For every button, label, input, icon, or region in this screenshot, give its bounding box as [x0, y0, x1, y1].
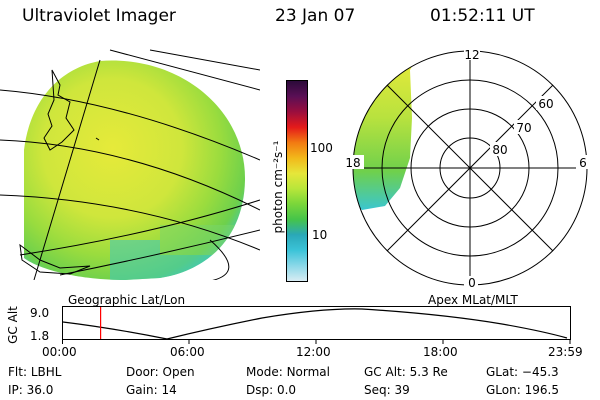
polar-plot: 12 18 6 0 60 70 80 — [342, 48, 590, 288]
gc-alt-field: GC Alt: 5.3 Re — [364, 365, 448, 379]
mlt-label-6: 6 — [579, 156, 587, 170]
auroral-oval — [353, 56, 416, 210]
glat-field: GLat: −45.3 — [486, 365, 559, 379]
colorbar-tick-10: 10 — [312, 228, 328, 242]
dsp-field: Dsp: 0.0 — [246, 383, 297, 397]
timeline-axis-label: GC Alt — [6, 306, 20, 344]
door-field: Door: Open — [126, 365, 195, 379]
flt-field: Flt: LBHL — [8, 365, 62, 379]
colorbar-tick-100: 100 — [310, 141, 333, 155]
mlt-label-18: 18 — [345, 156, 360, 170]
polar-grid — [352, 50, 588, 286]
mode-field: Mode: Normal — [246, 365, 330, 379]
ip-field: IP: 36.0 — [8, 383, 54, 397]
gain-field: Gain: 14 — [126, 383, 177, 397]
observation-date: 23 Jan 07 — [275, 6, 356, 26]
mlt-label-12: 12 — [464, 48, 479, 62]
timeline-ytick-1-8: 1.8 — [30, 329, 50, 343]
lat-label-80: 80 — [492, 143, 507, 157]
glon-field: GLon: 196.5 — [486, 383, 559, 397]
instrument-title: Ultraviolet Imager — [22, 6, 176, 26]
apex-caption: Apex MLat/MLT — [428, 293, 518, 307]
lat-label-60: 60 — [538, 97, 553, 111]
timeline-xtick-1200: 12:00 — [296, 345, 331, 359]
timeline-xtick-1800: 18:00 — [423, 345, 458, 359]
coastline — [19, 69, 100, 275]
seq-field: Seq: 39 — [364, 383, 410, 397]
timeline-xtick-0600: 06:00 — [170, 345, 205, 359]
colorbar — [286, 80, 308, 282]
geographic-image — [0, 49, 260, 280]
timeline-ytick-9: 9.0 — [30, 306, 50, 320]
altitude-curve — [62, 308, 568, 340]
mlt-label-0: 0 — [468, 276, 476, 288]
altitude-timeline — [62, 306, 571, 344]
timeline-xtick-0000: 00:00 — [42, 345, 77, 359]
observation-time: 01:52:11 UT — [430, 6, 535, 26]
timeline-ticks — [62, 339, 571, 344]
lat-label-70: 70 — [516, 121, 531, 135]
geographic-grid — [0, 49, 260, 280]
geographic-caption: Geographic Lat/Lon — [68, 293, 186, 307]
timeline-xtick-2359: 23:59 — [548, 345, 583, 359]
colorbar-unit-label: photon cm⁻²s⁻¹ — [271, 140, 285, 234]
